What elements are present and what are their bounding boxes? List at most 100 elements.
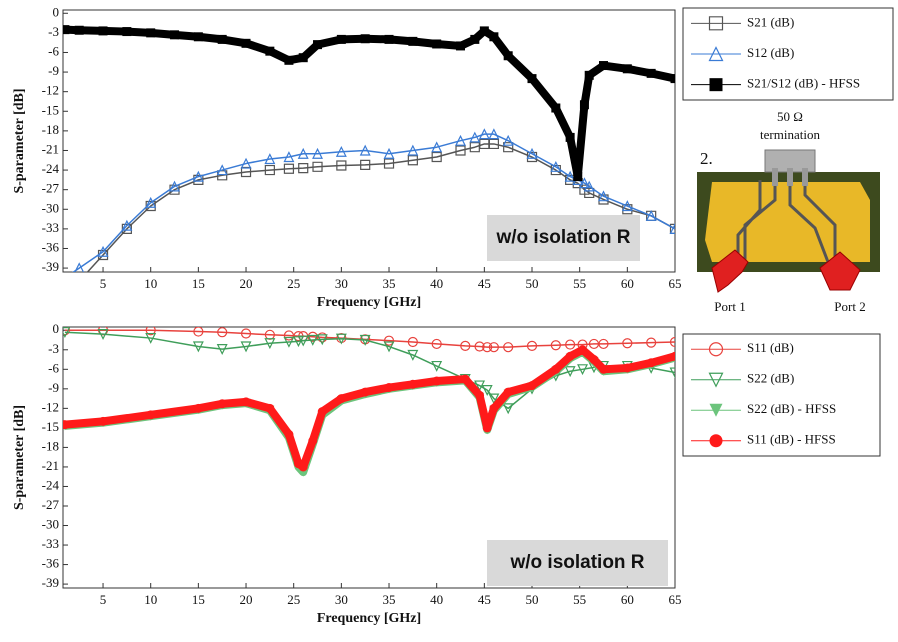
marker [284, 429, 294, 439]
y-tick-label: -9 [48, 63, 59, 78]
x-tick-label: 65 [669, 276, 682, 291]
legend-label: S11 (dB) [747, 340, 794, 355]
marker [336, 394, 346, 404]
marker [359, 144, 371, 156]
x-tick-label: 60 [621, 592, 634, 607]
metal [705, 182, 870, 262]
marker [708, 372, 724, 388]
marker [578, 177, 590, 189]
x-tick-label: 5 [100, 592, 107, 607]
y-tick-label: 0 [53, 4, 60, 19]
marker [60, 296, 69, 305]
marker [474, 380, 486, 392]
marker [565, 351, 575, 361]
marker [564, 366, 576, 378]
series-line [64, 331, 675, 410]
marker [283, 151, 295, 163]
marker [622, 363, 632, 373]
marker [146, 28, 156, 38]
y-tick-label: -39 [42, 575, 59, 590]
series [60, 128, 675, 282]
port-label: Port 2 [834, 299, 865, 314]
marker [431, 360, 443, 372]
marker [217, 399, 227, 409]
marker [240, 328, 252, 339]
marker [503, 142, 514, 153]
x-tick-label: 35 [383, 592, 396, 607]
y-tick-label: -27 [42, 181, 60, 196]
marker [74, 262, 85, 272]
y-tick-label: -3 [48, 341, 59, 356]
termination-label: termination [760, 127, 820, 142]
marker [583, 180, 595, 192]
inset-number: 2. [700, 149, 713, 168]
y-tick-label: -36 [42, 239, 60, 254]
marker [335, 333, 347, 345]
marker [407, 336, 418, 348]
marker [359, 334, 371, 346]
x-tick-label: 20 [240, 592, 253, 607]
marker [502, 403, 514, 415]
marker [550, 340, 561, 351]
marker [60, 273, 69, 282]
marker [317, 407, 327, 417]
marker [383, 341, 395, 353]
marker [216, 344, 228, 355]
marker [298, 163, 309, 174]
marker [265, 46, 275, 56]
marker [709, 78, 723, 92]
marker [63, 420, 70, 430]
marker [488, 342, 499, 353]
marker [98, 416, 108, 426]
x-tick-label: 45 [478, 592, 491, 607]
marker [526, 147, 538, 159]
marker [469, 131, 481, 143]
marker [264, 153, 276, 165]
marker [482, 423, 492, 433]
series-layer [60, 25, 675, 305]
marker [550, 160, 562, 172]
marker [469, 142, 480, 153]
marker [551, 103, 561, 113]
marker [97, 329, 109, 341]
marker [217, 34, 227, 44]
marker [455, 134, 466, 146]
marker [432, 376, 442, 386]
marker [193, 403, 203, 413]
marker [216, 164, 228, 176]
x-tick-label: 25 [287, 276, 300, 291]
marker [75, 277, 84, 286]
termination-label: 50 Ω [777, 109, 803, 124]
marker [708, 342, 724, 357]
marker [384, 383, 394, 393]
pin [802, 168, 808, 186]
marker [598, 190, 609, 202]
marker [146, 410, 156, 420]
series-line [64, 329, 675, 348]
marker [383, 147, 395, 159]
marker [709, 403, 723, 417]
marker [240, 341, 252, 353]
x-tick-label: 5 [100, 276, 107, 291]
marker [145, 332, 157, 344]
marker [283, 163, 295, 174]
marker [312, 147, 323, 159]
legend-label: S21 (dB) [747, 14, 794, 29]
y-tick-label: -6 [48, 360, 59, 375]
marker [488, 128, 500, 140]
port-probe [819, 251, 861, 291]
marker [622, 338, 633, 349]
legend-label: S11 (dB) - HFSS [747, 432, 836, 447]
marker [598, 338, 609, 350]
x-tick-label: 50 [526, 592, 539, 607]
y-tick-label: -18 [42, 438, 59, 453]
marker [578, 345, 588, 355]
marker [121, 219, 133, 231]
x-tick-label: 20 [240, 276, 253, 291]
x-tick-label: 60 [621, 276, 634, 291]
marker [193, 327, 204, 337]
marker [316, 334, 328, 346]
marker [577, 364, 589, 376]
y-tick-label: -3 [48, 24, 59, 39]
y-axis-title: S-parameter [dB] [12, 405, 27, 510]
